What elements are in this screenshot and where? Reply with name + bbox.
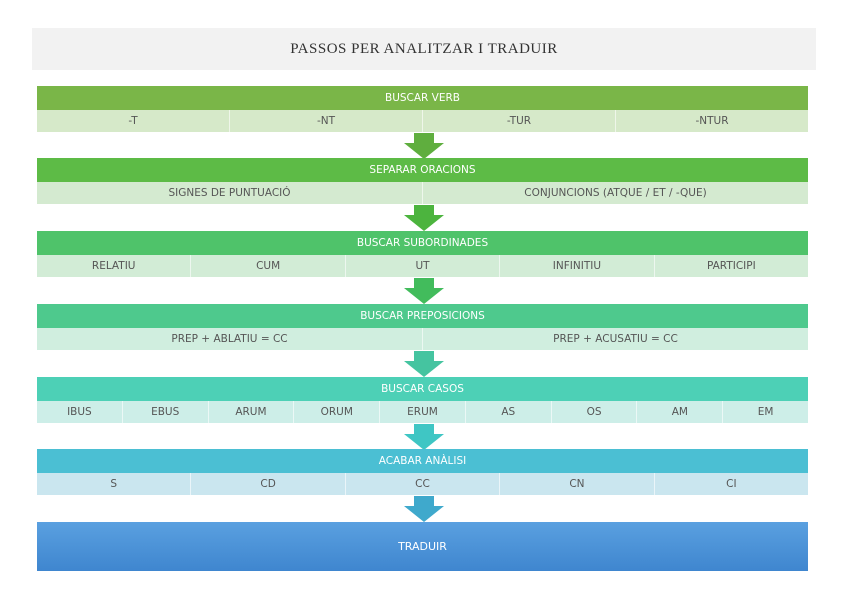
- step-header: BUSCAR CASOS: [37, 377, 808, 401]
- item: -NTUR: [695, 115, 729, 127]
- item: PARTICIPI: [706, 260, 756, 272]
- arrow-shape: [404, 205, 444, 231]
- item: AS: [466, 401, 552, 423]
- arrow-shape: [404, 496, 444, 522]
- step-header: BUSCAR VERB: [37, 86, 808, 110]
- arrow: [404, 424, 444, 450]
- item: -NT: [230, 110, 423, 132]
- item: EM: [757, 406, 774, 418]
- item: RELATIU: [37, 255, 192, 277]
- item: CN: [500, 473, 655, 495]
- item: -TUR: [423, 110, 616, 132]
- item: OS: [552, 401, 638, 423]
- title: PASSOS PER ANALITZAR I TRADUIR: [32, 28, 816, 70]
- item: CC: [346, 473, 501, 495]
- step-header: ACABAR ANÀLISI: [37, 449, 808, 473]
- item: PREP + ABLATIU = CC: [37, 328, 423, 350]
- item: AM: [637, 401, 724, 423]
- item: CONJUNCIONS (ATQUE / ET / -QUE): [524, 187, 707, 199]
- item: S: [37, 473, 192, 495]
- item: EBUS: [123, 401, 209, 423]
- step-items: IBUS EBUS ARUM ORUM ERUM AS OS AM EM: [37, 401, 808, 423]
- arrow-shape: [404, 278, 444, 304]
- step-header: BUSCAR SUBORDINADES: [37, 231, 808, 255]
- step-items: PREP + ABLATIU = CC PREP + ACUSATIU = CC: [37, 328, 808, 350]
- item: SIGNES DE PUNTUACIÓ: [37, 182, 423, 204]
- item: INFINITIU: [500, 255, 655, 277]
- item: PREP + ACUSATIU = CC: [553, 333, 678, 345]
- step-items: -T -NT -TUR -NTUR: [37, 110, 808, 132]
- arrow: [404, 205, 444, 231]
- item: -T: [37, 110, 230, 132]
- step-header: SEPARAR ORACIONS: [37, 158, 808, 182]
- final-step: TRADUIR: [37, 522, 808, 571]
- item: CUM: [191, 255, 346, 277]
- arrow: [404, 351, 444, 377]
- item: ARUM: [209, 401, 295, 423]
- item: ORUM: [294, 401, 381, 423]
- step-header: BUSCAR PREPOSICIONS: [37, 304, 808, 328]
- item: UT: [346, 255, 501, 277]
- arrow: [404, 133, 444, 159]
- step-items: RELATIU CUM UT INFINITIU PARTICIPI: [37, 255, 808, 277]
- item: CD: [191, 473, 346, 495]
- item: ERUM: [380, 401, 466, 423]
- arrow: [404, 278, 444, 304]
- arrow: [404, 496, 444, 522]
- arrow-shape: [404, 133, 444, 159]
- arrow-shape: [404, 351, 444, 377]
- arrow-shape: [404, 424, 444, 450]
- step-items: S CD CC CN CI: [37, 473, 808, 495]
- item: IBUS: [37, 401, 123, 423]
- item: CI: [726, 478, 737, 490]
- step-items: SIGNES DE PUNTUACIÓ CONJUNCIONS (ATQUE / …: [37, 182, 808, 204]
